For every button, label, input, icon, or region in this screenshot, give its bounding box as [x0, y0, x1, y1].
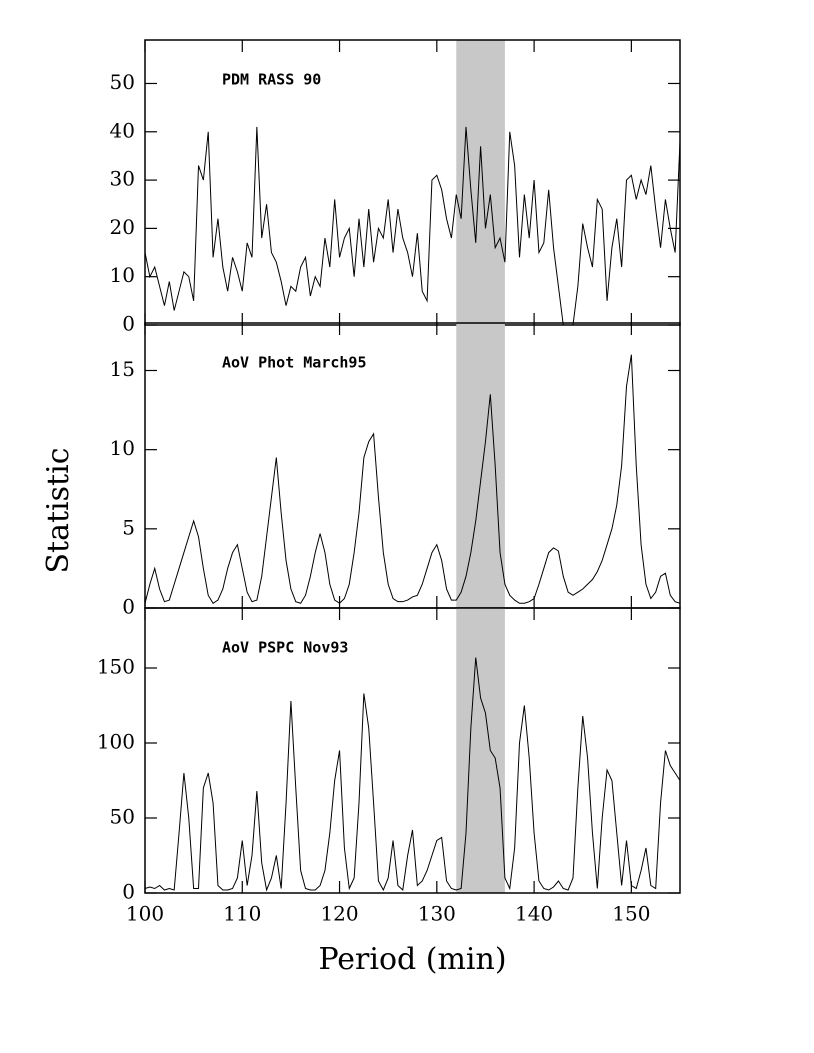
- panel-title: PDM RASS 90: [222, 71, 321, 89]
- highlight-band: [456, 608, 505, 893]
- y-tick-label: 50: [110, 70, 135, 94]
- x-axis-label: Period (min): [318, 942, 506, 977]
- y-tick-label: 0: [122, 880, 135, 904]
- y-tick-label: 40: [110, 118, 135, 142]
- y-tick-label: 0: [122, 312, 135, 336]
- x-tick-label: 130: [418, 902, 456, 926]
- y-tick-label: 15: [110, 357, 135, 381]
- panel-title: AoV PSPC Nov93: [222, 639, 348, 657]
- data-line: [144, 354, 681, 604]
- y-tick-label: 5: [122, 515, 135, 539]
- y-tick-label: 10: [110, 436, 135, 460]
- x-tick-label: 120: [320, 902, 358, 926]
- x-tick-label: 150: [612, 902, 650, 926]
- y-tick-label: 0: [122, 595, 135, 619]
- plot-frame: [144, 39, 681, 326]
- y-tick-label: 20: [110, 215, 135, 239]
- x-tick-label: 140: [515, 902, 553, 926]
- data-line: [144, 657, 681, 892]
- panel-title: AoV Phot March95: [222, 354, 367, 372]
- highlight-band: [456, 323, 505, 608]
- y-tick-label: 100: [97, 730, 135, 754]
- x-tick-label: 100: [126, 902, 164, 926]
- highlight-band: [456, 40, 505, 325]
- y-tick-label: 150: [97, 655, 135, 679]
- y-axis-label: Statistic: [41, 448, 76, 574]
- plot-frame: [144, 607, 681, 894]
- x-tick-label: 110: [223, 902, 261, 926]
- y-tick-label: 30: [110, 167, 135, 191]
- data-line: [144, 126, 681, 326]
- y-tick-label: 50: [110, 805, 135, 829]
- y-tick-label: 10: [110, 263, 135, 287]
